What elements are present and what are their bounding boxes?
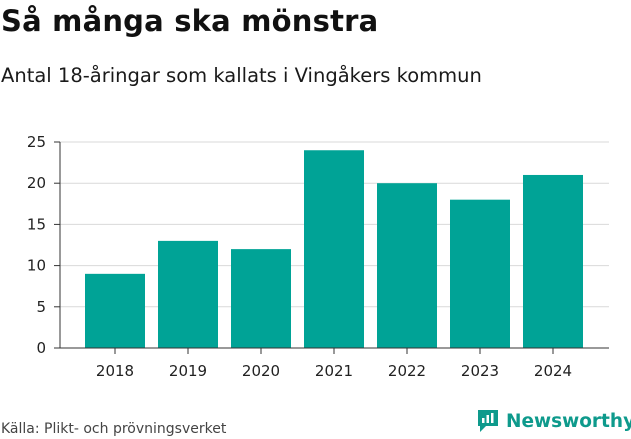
y-tick-label: 5 (36, 298, 46, 316)
x-tick-label: 2022 (388, 362, 426, 380)
newsworthy-logo-icon (478, 410, 498, 432)
x-tick-label: 2018 (96, 362, 134, 380)
x-tick-label: 2019 (169, 362, 207, 380)
bar-2021 (304, 150, 364, 348)
bar-2018 (85, 273, 145, 348)
bars (85, 150, 583, 348)
x-tick-label: 2020 (242, 362, 280, 380)
bar-2023 (450, 199, 510, 348)
x-tick-label: 2024 (534, 362, 572, 380)
y-tick-label: 25 (27, 133, 46, 151)
x-tick-label: 2021 (315, 362, 353, 380)
bar-2019 (158, 240, 218, 348)
bar-2024 (523, 174, 583, 348)
axes (54, 141, 609, 354)
y-tick-label: 10 (27, 257, 46, 275)
tick-labels: 0 5 10 15 20 25 2018 2019 2020 2021 2022 2023 2024 (27, 133, 572, 380)
bar-chart: 0 5 10 15 20 25 2018 2019 2020 2021 2022 2023 2024 (27, 133, 609, 380)
y-tick-label: 15 (27, 215, 46, 233)
bar-2022 (377, 183, 437, 348)
brand-logo: Newsworthy (476, 408, 631, 434)
chart-subtitle: Antal 18-åringar som kallats i Vingåkers… (1, 64, 482, 87)
x-tick-label: 2023 (461, 362, 499, 380)
brand-name: Newsworthy (506, 410, 631, 432)
chart-title: Så många ska mönstra (1, 4, 379, 38)
source-note: Källa: Plikt- och prövningsverket (1, 421, 227, 437)
bar-2020 (231, 249, 291, 348)
y-tick-label: 20 (27, 174, 46, 192)
y-tick-label: 0 (36, 339, 46, 357)
